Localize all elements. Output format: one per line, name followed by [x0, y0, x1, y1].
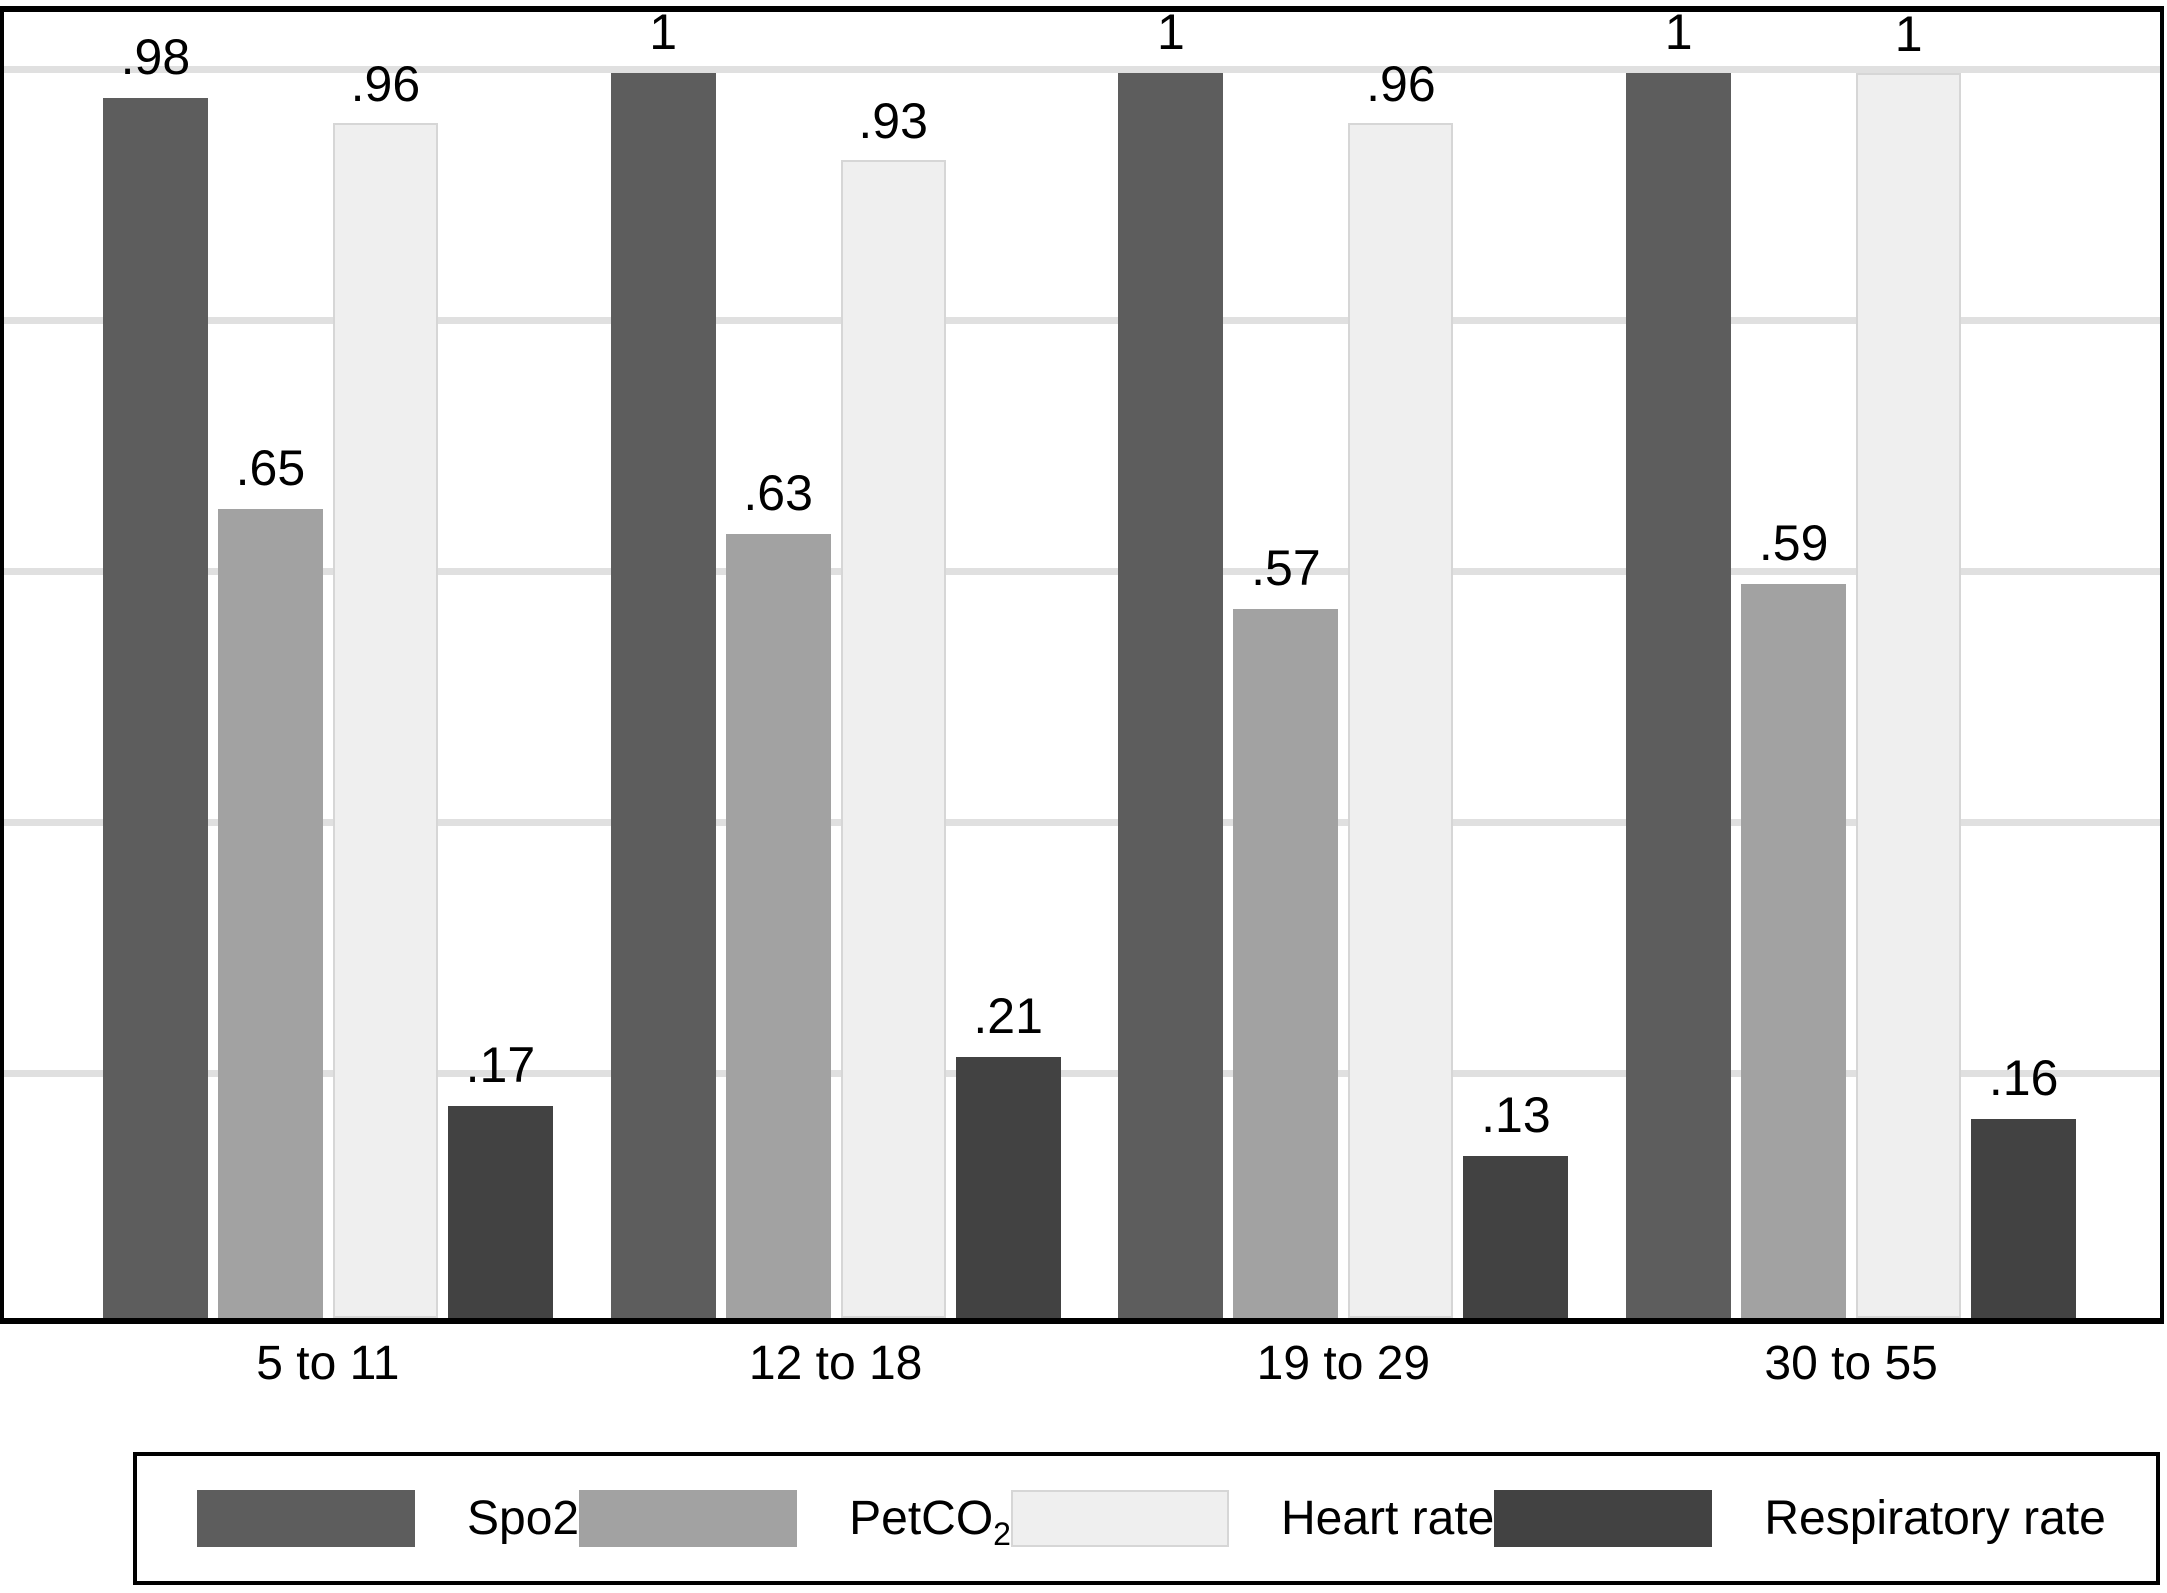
bar-respiratory-rate-30-to-55: .16	[1971, 1053, 2077, 1318]
x-axis-labels: 5 to 11 12 to 18 19 to 29 30 to 55	[4, 1337, 2160, 1391]
bar-value-label: .59	[1758, 514, 1829, 571]
bar-respiratory-rate-5-to-11: .17	[447, 1040, 553, 1318]
bar-spo2-30-to-55: 1	[1626, 7, 1732, 1318]
bar-value-label: .98	[120, 29, 191, 86]
bar-value-label: .13	[1481, 1087, 1551, 1144]
legend-swatch-heart-rate	[1010, 1490, 1229, 1547]
legend-swatch-respiratory-rate	[1494, 1490, 1713, 1547]
plot-area: .98 .65 .96 .17 1 .63 .93 .21 1 .57 .96 .13 1 .59 1 .16	[0, 6, 2164, 1324]
legend: Spo2 PetCO2 Heart rate Respiratory rate	[133, 1452, 2160, 1585]
x-axis-label: 30 to 55	[1764, 1337, 1938, 1390]
legend-swatch-petco2	[579, 1490, 798, 1547]
bar-value-label: .63	[743, 464, 813, 521]
bar-value-label: .17	[465, 1037, 536, 1094]
bar-spo2-12-to-18: 1	[610, 7, 716, 1318]
bar-petco2-30-to-55: .59	[1741, 518, 1847, 1318]
bar-value-label: 1	[649, 4, 678, 61]
legend-swatch-spo2	[197, 1490, 415, 1547]
legend-item-spo2: Spo2	[197, 1490, 579, 1547]
bar-value-label: .93	[858, 93, 928, 150]
x-axis-label: 5 to 11	[256, 1337, 400, 1390]
bar-heart-rate-19-to-29: .96	[1348, 59, 1454, 1318]
bar-value-label: .65	[235, 439, 306, 496]
bar-group-5-to-11: .98 .65 .96 .17	[74, 11, 582, 1318]
legend-item-respiratory-rate: Respiratory rate	[1494, 1490, 2106, 1547]
bar-petco2-12-to-18: .63	[725, 468, 831, 1318]
legend-item-petco2: PetCO2	[579, 1490, 1011, 1552]
bar-heart-rate-30-to-55: 1	[1856, 9, 1962, 1318]
legend-label: Spo2	[467, 1491, 580, 1545]
gridline-0.2	[0, 1069, 2164, 1077]
legend-label: Heart rate	[1280, 1491, 1495, 1545]
x-axis-label: 12 to 18	[748, 1337, 923, 1390]
legend-label: Respiratory rate	[1764, 1491, 2106, 1545]
bar-petco2-19-to-29: .57	[1233, 543, 1339, 1318]
gridline-0.8	[0, 316, 2164, 324]
bar-respiratory-rate-19-to-29: .13	[1463, 1090, 1569, 1318]
bar-spo2-19-to-29: 1	[1118, 7, 1224, 1318]
legend-item-heart-rate: Heart rate	[1010, 1490, 1495, 1547]
bar-respiratory-rate-12-to-18: .21	[955, 991, 1061, 1318]
bar-value-label: .57	[1251, 539, 1321, 596]
gridline-1	[0, 65, 2164, 73]
bar-group-12-to-18: 1 .63 .93 .21	[582, 7, 1090, 1318]
gridline-0.4	[0, 818, 2164, 826]
bar-value-label: 1	[1156, 4, 1185, 61]
bar-value-label: .21	[973, 987, 1043, 1044]
bar-heart-rate-12-to-18: .93	[840, 96, 946, 1318]
bar-spo2-5-to-11: .98	[102, 32, 208, 1318]
bar-value-label: 1	[1664, 4, 1693, 61]
bar-value-label: .96	[1366, 56, 1436, 113]
bar-value-label: .16	[1988, 1049, 2059, 1106]
gridline-0.6	[0, 567, 2164, 575]
x-axis-label: 19 to 29	[1256, 1337, 1431, 1390]
bar-value-label: .96	[350, 56, 421, 113]
bar-groups: .98 .65 .96 .17 1 .63 .93 .21 1 .57 .96 .13 1 .59 1 .16	[4, 7, 2160, 1318]
bar-group-19-to-29: 1 .57 .96 .13	[1090, 7, 1598, 1318]
bar-value-label: 1	[1894, 6, 1923, 63]
bar-petco2-5-to-11: .65	[217, 443, 323, 1318]
legend-label: PetCO2	[849, 1491, 1011, 1552]
bar-heart-rate-5-to-11: .96	[332, 59, 438, 1318]
bar-group-30-to-55: 1 .59 1 .16	[1597, 7, 2105, 1318]
